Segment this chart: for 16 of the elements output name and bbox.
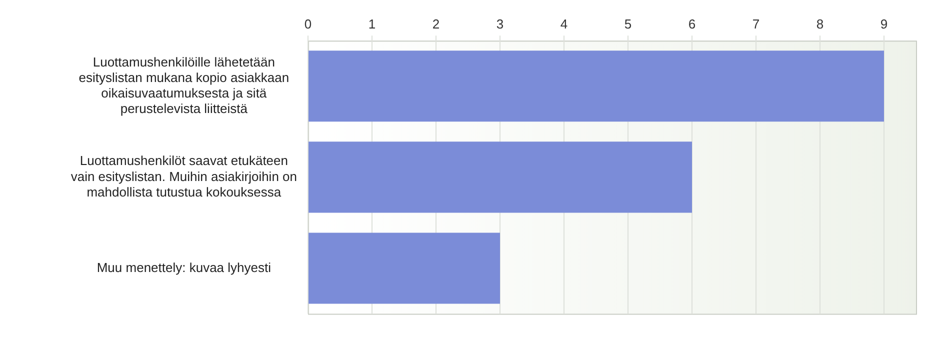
- x-tick-label: 8: [816, 16, 824, 32]
- y-tick-label: Luottamushenkilöille lähetetään esityslistan mukana kopio asiakkaan oikaisuvaatumuksesta ja sitä perustelevista liitteistä: [78, 54, 290, 116]
- x-tick-label: 3: [496, 16, 504, 32]
- x-tick-label: 1: [368, 16, 376, 32]
- x-tick-label: 2: [432, 16, 440, 32]
- x-tick-label: 7: [752, 16, 760, 32]
- x-tick-label: 6: [688, 16, 696, 32]
- bar: [308, 142, 692, 213]
- y-tick-label: Muu menettely: kuvaa lyhyesti: [96, 260, 272, 275]
- x-tick-label: 9: [880, 16, 888, 32]
- y-tick-label: Luottamushenkilöt saavat etukäteen vain esityslistan. Muihin asiakirjoihin on mahdollista tutustua kokouksessa: [70, 153, 298, 200]
- bar: [308, 50, 884, 122]
- x-tick-label: 4: [560, 16, 568, 32]
- x-tick-label: 0: [304, 16, 312, 32]
- x-tick-label: 5: [624, 16, 632, 32]
- bar: [308, 232, 500, 304]
